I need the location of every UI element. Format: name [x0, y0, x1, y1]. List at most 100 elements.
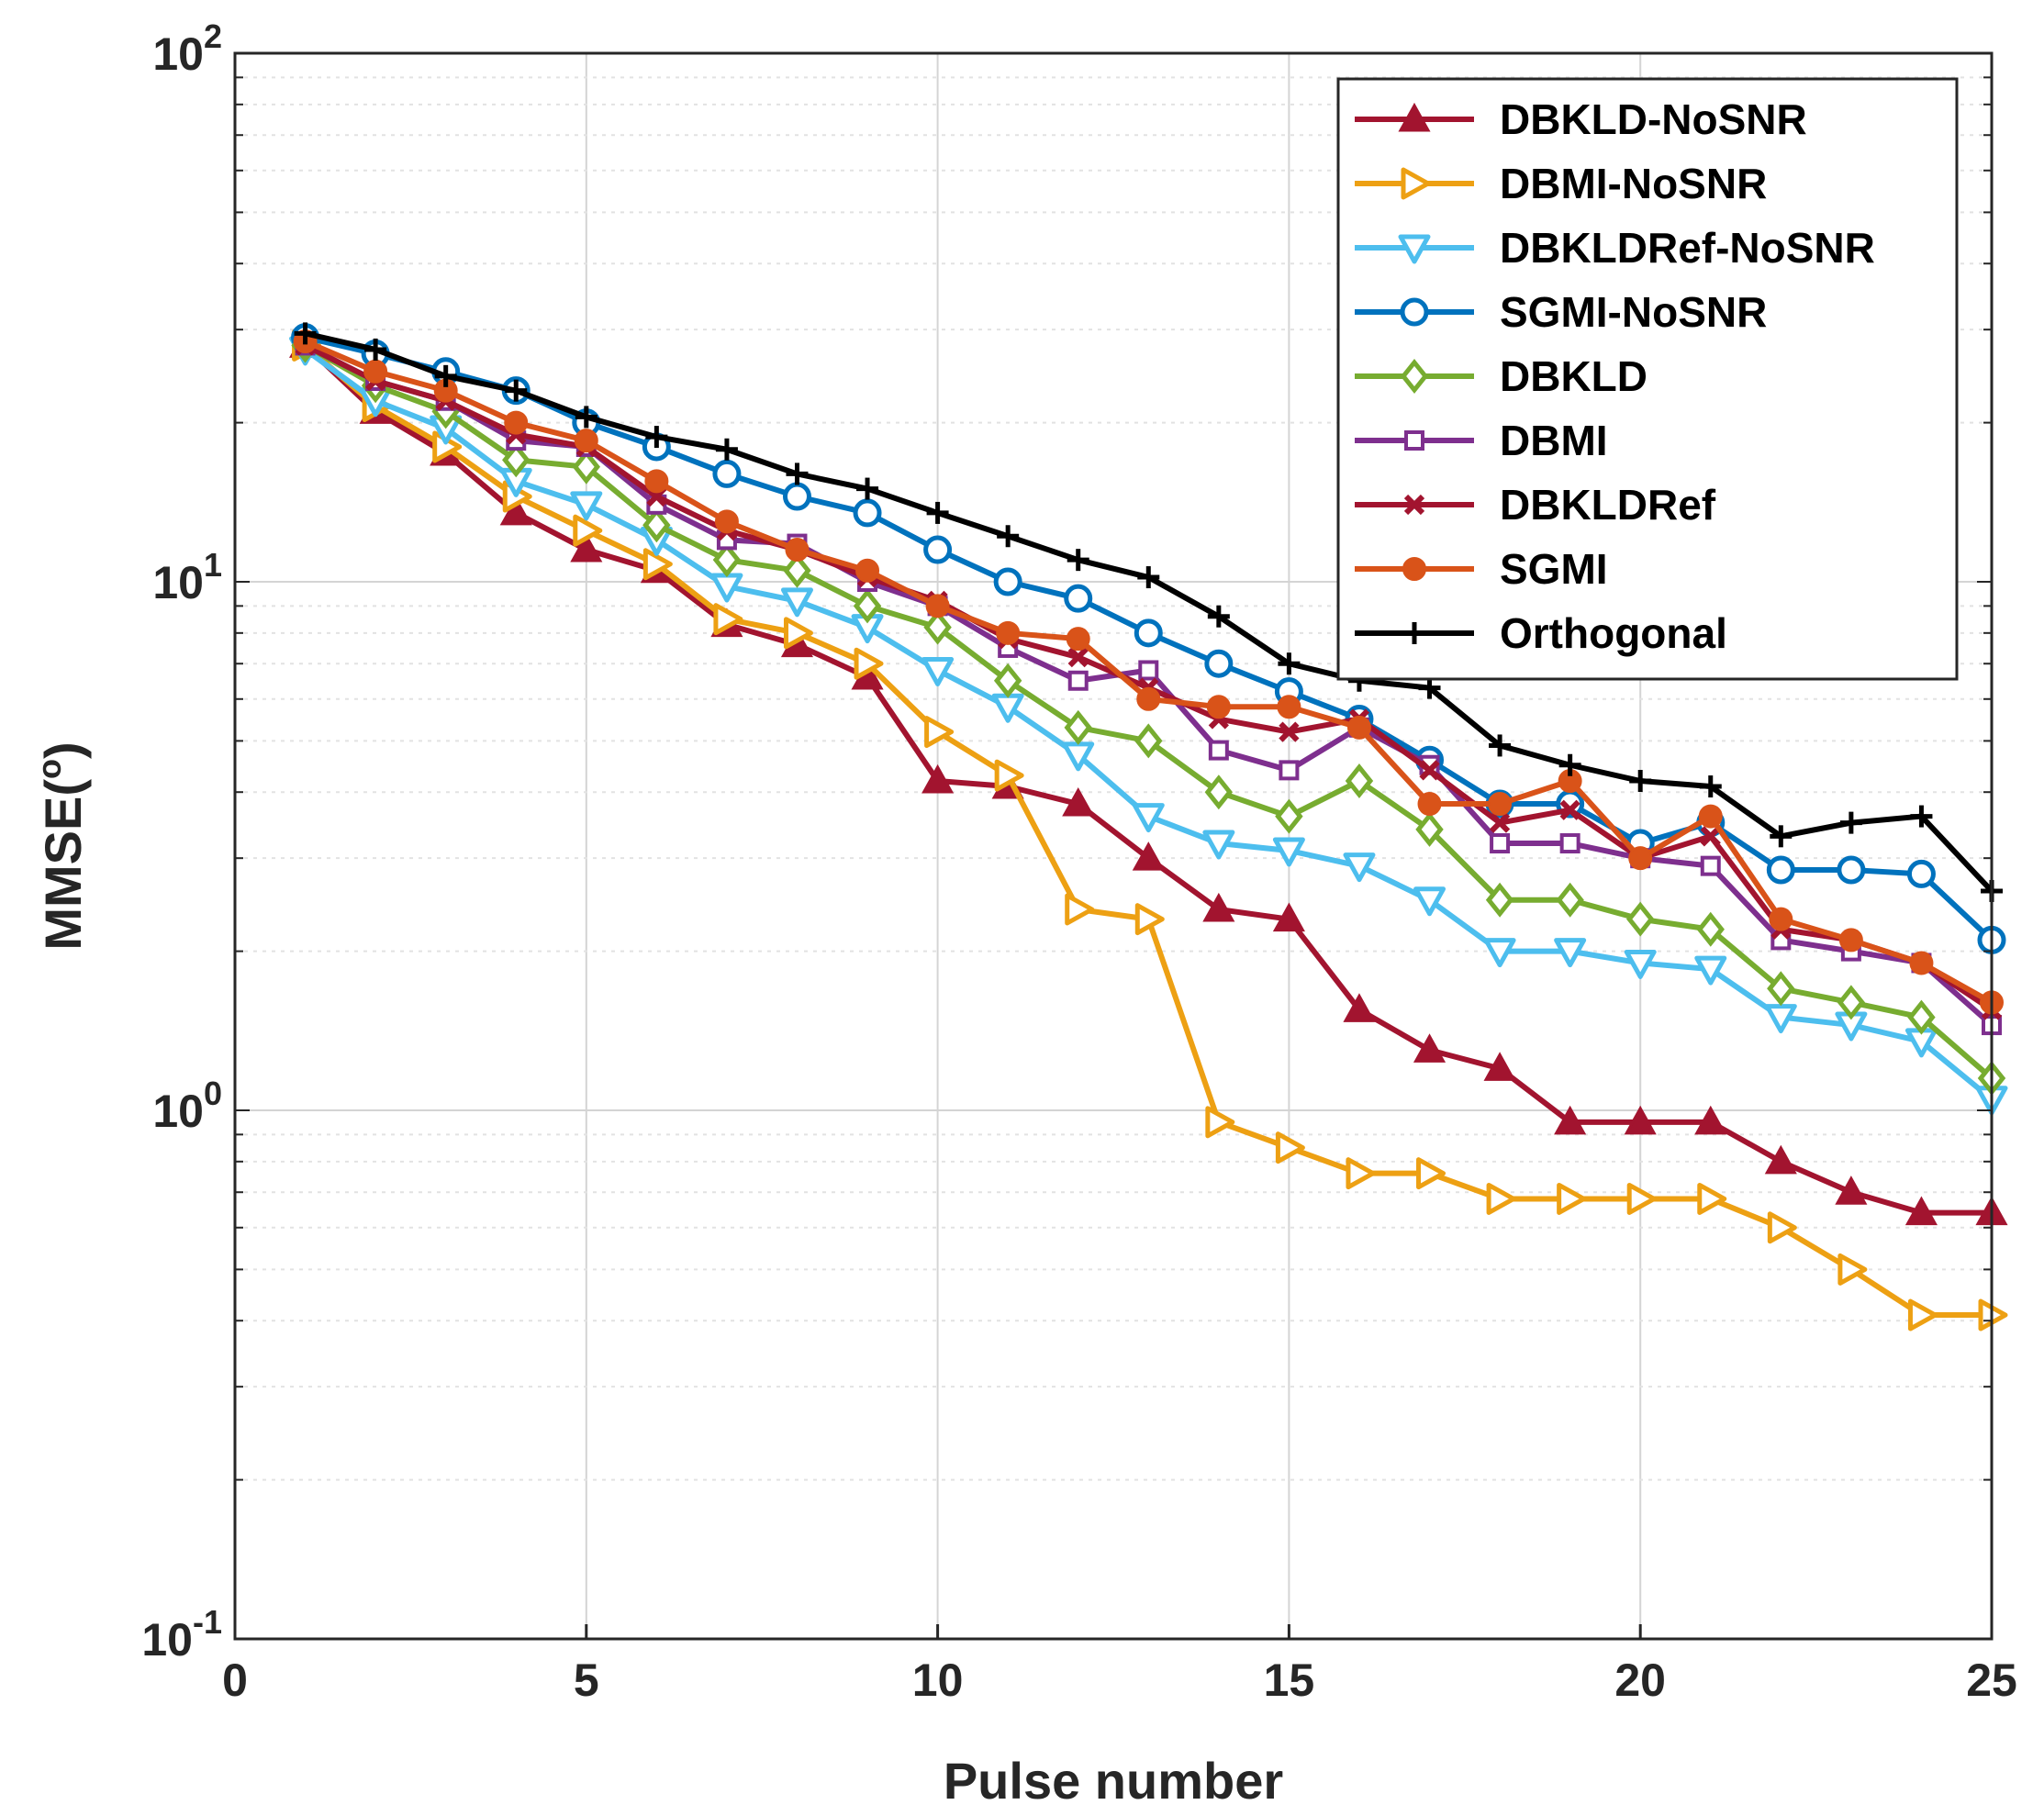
y-tick-base: 10 — [152, 1086, 204, 1137]
data-point-orthogonal — [645, 426, 668, 449]
legend-marker — [1398, 234, 1431, 264]
y-tick-exponent: 0 — [204, 1075, 222, 1112]
data-point-dbkldref — [1279, 721, 1300, 742]
data-point-sgmi — [1136, 686, 1161, 711]
data-point-dbkld-nosnr — [1202, 892, 1235, 922]
data-point-dbkld-nosnr — [570, 532, 603, 563]
data-point-dbmi-nosnr — [1767, 1211, 1797, 1244]
data-point-dbkld-nosnr — [1554, 1105, 1587, 1135]
data-point-orthogonal — [1278, 652, 1301, 675]
legend-item-dbmi-nosnr: DBMI-NoSNR — [1355, 160, 1767, 207]
data-point-dbkld — [1345, 763, 1374, 799]
x-tick-label: 15 — [1264, 1654, 1315, 1706]
data-point-dbkldref-stroke — [1419, 760, 1440, 781]
data-point-dbmi-nosnr — [1486, 1182, 1516, 1215]
data-point-dbkldref — [1489, 812, 1511, 833]
legend-label: Orthogonal — [1500, 609, 1727, 657]
data-point-sgmi — [1488, 792, 1513, 817]
data-point-sgmi-nosnr — [1837, 855, 1866, 885]
data-point-dbkld-nosnr — [1062, 786, 1095, 817]
legend-label: DBKLD — [1500, 352, 1647, 400]
data-point-dbkldref-stroke — [1700, 826, 1721, 847]
data-point-dbmi — [1490, 833, 1511, 854]
y-axis-label-close: ) — [34, 741, 92, 759]
data-point-dbkld — [1625, 901, 1655, 937]
data-point-dbkld — [923, 609, 952, 645]
data-point-dbmi — [1208, 740, 1229, 761]
data-point-sgmi — [855, 558, 880, 583]
data-point-dbkldref-nosnr — [1554, 938, 1587, 968]
y-tick-label: 100 — [152, 1075, 222, 1137]
data-point-sgmi-nosnr — [1766, 855, 1795, 885]
data-point-dbkld — [1064, 709, 1092, 745]
data-point-dbmi-nosnr — [924, 716, 955, 749]
y-tick-label: 10-1 — [141, 1603, 222, 1666]
data-point-dbkld-nosnr — [1694, 1105, 1727, 1135]
data-point-orthogonal — [505, 379, 528, 402]
data-point-dbkld — [572, 449, 601, 485]
axes-box — [233, 51, 1994, 1641]
data-point-sgmi-nosnr — [1204, 649, 1234, 678]
legend-item-sgmi-nosnr: SGMI-NoSNR — [1355, 288, 1767, 336]
legend-label: DBMI-NoSNR — [1500, 160, 1767, 207]
data-point-dbkld-nosnr — [1483, 1052, 1516, 1081]
data-point-orthogonal — [1067, 549, 1089, 572]
data-point-sgmi — [785, 538, 810, 563]
data-point-dbkld-nosnr — [1272, 902, 1305, 932]
legend-marker — [1404, 430, 1424, 451]
data-point-sgmi — [1909, 951, 1934, 975]
data-point-orthogonal — [1629, 770, 1652, 793]
data-point-dbkld — [502, 442, 531, 478]
y-tick-label: 101 — [152, 546, 222, 608]
data-point-dbkldref-nosnr — [1764, 1004, 1797, 1034]
data-point-dbkldref-nosnr — [1343, 852, 1376, 883]
data-point-dbkld — [712, 542, 742, 578]
data-point-dbkld — [1275, 798, 1303, 834]
legend-label: DBKLD-NoSNR — [1500, 95, 1807, 143]
data-point-sgmi — [644, 469, 669, 494]
data-point-dbkld — [1204, 774, 1234, 810]
data-point-dbmi — [1559, 833, 1580, 854]
y-tick-base: 10 — [152, 557, 204, 608]
data-point-dbmi-nosnr — [1557, 1182, 1587, 1215]
data-point-sgmi-nosnr — [712, 459, 742, 488]
x-tick-label: 20 — [1614, 1654, 1666, 1706]
legend-marker — [1401, 167, 1431, 200]
series-orthogonal — [294, 322, 2003, 902]
data-point-orthogonal — [1699, 775, 1722, 798]
data-point-orthogonal — [575, 406, 598, 429]
data-point-sgmi — [574, 429, 598, 453]
data-point-sgmi — [1838, 928, 1863, 953]
data-point-orthogonal — [1839, 811, 1862, 834]
data-point-orthogonal — [364, 338, 387, 361]
data-point-dbkldref-nosnr — [780, 587, 813, 618]
data-point-dbkldref-stroke — [1279, 721, 1300, 742]
legend-label: SGMI — [1500, 545, 1608, 593]
data-point-sgmi-nosnr — [782, 482, 811, 511]
data-point-sgmi — [714, 509, 739, 534]
x-axis-label: Pulse number — [944, 1752, 1283, 1810]
data-point-dbkldref-nosnr — [1624, 949, 1657, 979]
data-point-dbmi-nosnr — [713, 603, 743, 636]
data-point-sgmi — [1346, 715, 1371, 740]
legend-item-dbkldref-nosnr: DBKLDRef-NoSNR — [1355, 224, 1875, 272]
data-point-sgmi — [363, 359, 388, 384]
data-point-orthogonal — [1207, 605, 1230, 628]
data-point-dbkldref-nosnr — [1202, 830, 1235, 860]
data-point-dbkld-nosnr — [1413, 1033, 1446, 1063]
data-point-dbmi-nosnr — [994, 759, 1024, 792]
data-point-dbmi-nosnr — [783, 617, 813, 650]
data-point-dbkld-nosnr — [1624, 1105, 1657, 1135]
data-point-dbkldref — [1559, 799, 1580, 820]
data-point-sgmi — [925, 594, 950, 618]
data-point-dbmi-nosnr — [1907, 1298, 1938, 1331]
legend-item-dbkld: DBKLD — [1355, 352, 1647, 400]
legend-label: SGMI-NoSNR — [1500, 288, 1767, 336]
data-point-dbkldref-nosnr — [1132, 803, 1165, 833]
data-point-dbkld-nosnr — [1764, 1144, 1797, 1175]
data-point-dbkld — [1415, 811, 1444, 847]
data-point-dbkldref-stroke — [1489, 812, 1511, 833]
data-point-dbkld-nosnr — [1904, 1196, 1938, 1226]
